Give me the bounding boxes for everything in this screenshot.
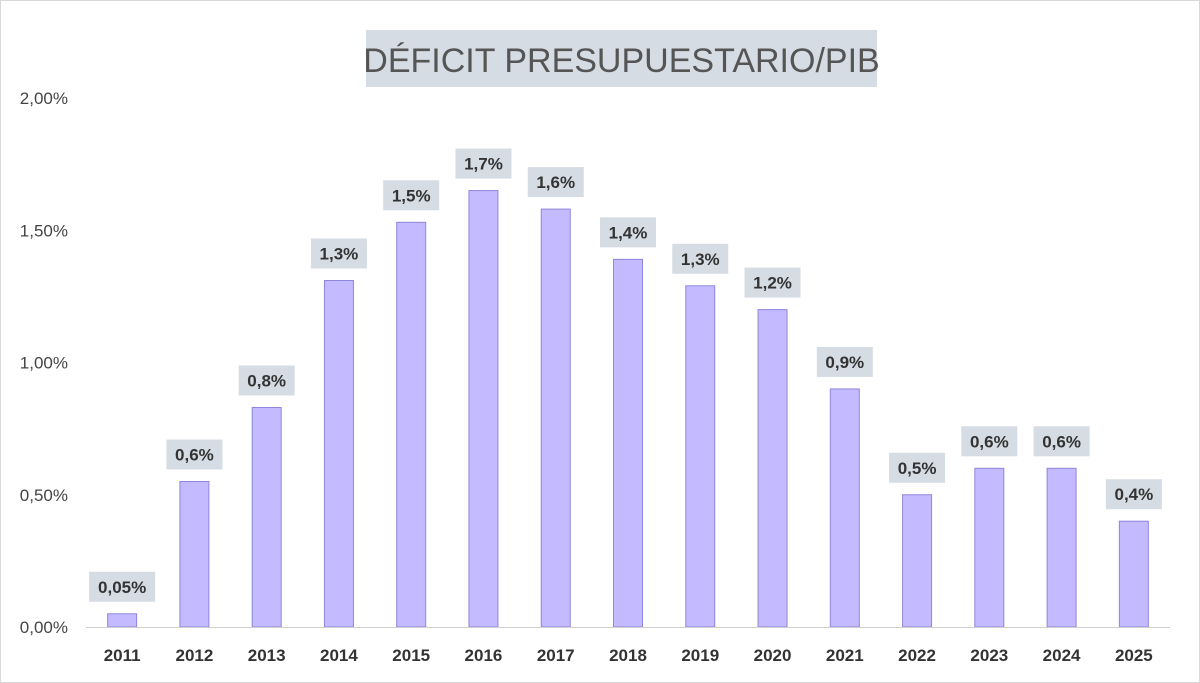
chart-title-group: DÉFICIT PRESUPUESTARIO/PIB xyxy=(363,30,880,87)
data-label: 1,2% xyxy=(753,274,792,293)
x-axis: 2011 2012 2013 2014 2015 2016 2017 2018 2019 2020… xyxy=(86,627,1170,665)
data-label: 0,6% xyxy=(175,446,214,465)
bar-2024 xyxy=(1046,467,1077,628)
x-tick-label: 2017 xyxy=(537,646,575,665)
bar-series xyxy=(107,190,1149,628)
data-label: 1,4% xyxy=(609,223,648,242)
data-label: 1,6% xyxy=(536,173,575,192)
data-label-background xyxy=(383,180,440,211)
data-labels: 0,05% 0,6% 0,8% 1,3% 1,5% 1,7% 1,6% 1,4% 1,3% 1,2… xyxy=(89,148,1162,602)
bar-2021 xyxy=(829,388,860,628)
x-tick-label: 2015 xyxy=(392,646,430,665)
bar-2016 xyxy=(468,190,499,628)
data-label: 0,6% xyxy=(1042,432,1081,451)
y-tick-label: 2,00% xyxy=(20,89,68,108)
x-tick-label: 2022 xyxy=(898,646,936,665)
bar-2015 xyxy=(396,221,427,628)
x-tick-label: 2018 xyxy=(609,646,647,665)
data-label-background xyxy=(961,426,1018,457)
data-label-background xyxy=(89,571,156,602)
x-tick-label: 2025 xyxy=(1115,646,1153,665)
data-label: 0,8% xyxy=(247,371,286,390)
data-label: 0,05% xyxy=(98,578,146,597)
bar-2025 xyxy=(1118,520,1149,628)
data-label-background xyxy=(455,148,512,179)
x-tick-label: 2013 xyxy=(248,646,286,665)
x-tick-label: 2019 xyxy=(681,646,719,665)
bar-2011 xyxy=(107,613,138,628)
data-label-background xyxy=(166,439,223,470)
bar-2013 xyxy=(251,406,282,628)
data-label-background xyxy=(1033,426,1090,457)
data-label: 1,3% xyxy=(681,250,720,269)
data-label: 1,3% xyxy=(320,245,359,264)
y-tick-label: 1,50% xyxy=(20,221,68,240)
chart-title: DÉFICIT PRESUPUESTARIO/PIB xyxy=(363,42,879,80)
data-label-background xyxy=(527,167,584,198)
x-tick-label: 2016 xyxy=(465,646,503,665)
bar-2022 xyxy=(902,494,933,628)
bar-2012 xyxy=(179,481,210,628)
x-tick-label: 2014 xyxy=(320,646,358,665)
data-label-background xyxy=(889,452,946,483)
x-tick-label: 2024 xyxy=(1043,646,1081,665)
data-label-background xyxy=(310,238,367,269)
data-label: 0,6% xyxy=(970,432,1009,451)
bar-2018 xyxy=(613,258,643,628)
data-label-background xyxy=(238,365,295,396)
y-tick-label: 1,00% xyxy=(20,354,68,373)
data-label-background xyxy=(744,267,801,298)
x-tick-label: 2012 xyxy=(175,646,213,665)
x-tick-label: 2011 xyxy=(104,646,141,665)
x-tick-label: 2021 xyxy=(826,646,864,665)
bar-2023 xyxy=(974,467,1005,628)
data-label: 0,9% xyxy=(825,353,864,372)
data-label-background xyxy=(672,243,729,274)
data-label-background xyxy=(816,346,873,377)
data-label: 1,5% xyxy=(392,186,431,205)
data-label: 0,4% xyxy=(1114,485,1153,504)
data-label: 1,7% xyxy=(464,155,503,174)
y-axis: 0,00% 0,50% 1,00% 1,50% 2,00% xyxy=(20,89,68,637)
bar-2019 xyxy=(685,285,716,628)
y-tick-label: 0,00% xyxy=(20,618,68,637)
chart-title-background xyxy=(366,30,877,87)
bar-2014 xyxy=(323,280,354,628)
data-label: 0,5% xyxy=(898,459,937,478)
x-tick-label: 2020 xyxy=(754,646,792,665)
y-tick-label: 0,50% xyxy=(20,486,68,505)
data-label-background xyxy=(600,217,656,248)
bar-2020 xyxy=(757,309,788,628)
bar-2017 xyxy=(540,208,571,628)
x-tick-label: 2023 xyxy=(970,646,1008,665)
data-label-background xyxy=(1105,479,1162,510)
